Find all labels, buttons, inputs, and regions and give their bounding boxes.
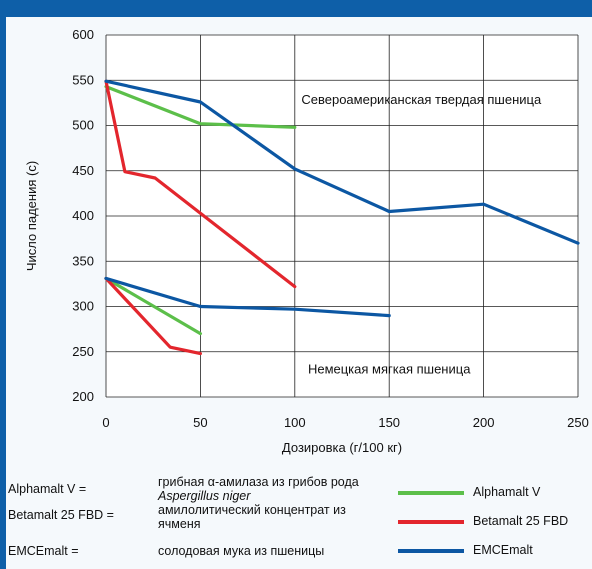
y-axis-label: Число падения (с) <box>24 161 39 271</box>
series-line-upper-1 <box>104 79 297 289</box>
series-line-lower-4 <box>104 276 202 356</box>
def-term-emcemalt: EMCEmalt = <box>8 544 79 558</box>
legend-label-emcemalt: EMCEmalt <box>473 543 533 557</box>
x-tick-label: 150 <box>378 415 400 430</box>
series-line-lower-5 <box>104 276 391 318</box>
x-tick-label: 50 <box>193 415 207 430</box>
y-tick-label: 350 <box>72 253 94 268</box>
x-tick-label: 250 <box>567 415 589 430</box>
def-desc-alphamalt: грибная α-амилаза из грибов рода Aspergi… <box>158 475 359 503</box>
line-chart: 200 250 300 350 400 450 500 550 600 0 50 100 150 200 2… <box>24 27 589 455</box>
y-tick-label: 550 <box>72 72 94 87</box>
legend-label-alphamalt: Alphamalt V <box>473 485 541 499</box>
alpha-symbol: α <box>207 475 215 489</box>
def-desc-emcemalt: солодовая мука из пшеницы <box>158 544 325 558</box>
series-line-lower-3 <box>104 276 202 336</box>
y-tick-label: 300 <box>72 299 94 314</box>
y-tick-label: 200 <box>72 389 94 404</box>
def-desc-betamalt: амилолитический концентрат из ячменя <box>158 503 346 531</box>
y-tick-label: 400 <box>72 208 94 223</box>
annotation-lower: Немецкая мягкая пшеница <box>308 361 471 376</box>
y-tick-label: 500 <box>72 118 94 133</box>
annotation-upper: Североамериканская твердая пшеница <box>301 92 542 107</box>
series-line-upper-2 <box>104 79 580 245</box>
def-term-betamalt: Betamalt 25 FBD = <box>8 508 114 522</box>
y-tick-label: 450 <box>72 163 94 178</box>
y-tick-label: 250 <box>72 344 94 359</box>
legend-swatch-alphamalt <box>398 491 464 495</box>
species-name: Aspergillus niger <box>158 489 251 503</box>
legend-label-betamalt: Betamalt 25 FBD <box>473 514 569 528</box>
series-line-upper-0 <box>104 84 297 129</box>
chart-panel: 200 250 300 350 400 450 500 550 600 0 50 100 150 200 2… <box>6 17 592 569</box>
legend-swatch-emcemalt <box>398 549 464 553</box>
legend-swatch-betamalt <box>398 520 464 524</box>
def-term-alphamalt: Alphamalt V = <box>8 482 87 496</box>
x-tick-label: 0 <box>102 415 109 430</box>
y-tick-label: 600 <box>72 27 94 42</box>
x-axis-label: Дозировка (г/100 кг) <box>282 440 402 455</box>
x-tick-label: 100 <box>284 415 306 430</box>
x-tick-label: 200 <box>473 415 495 430</box>
